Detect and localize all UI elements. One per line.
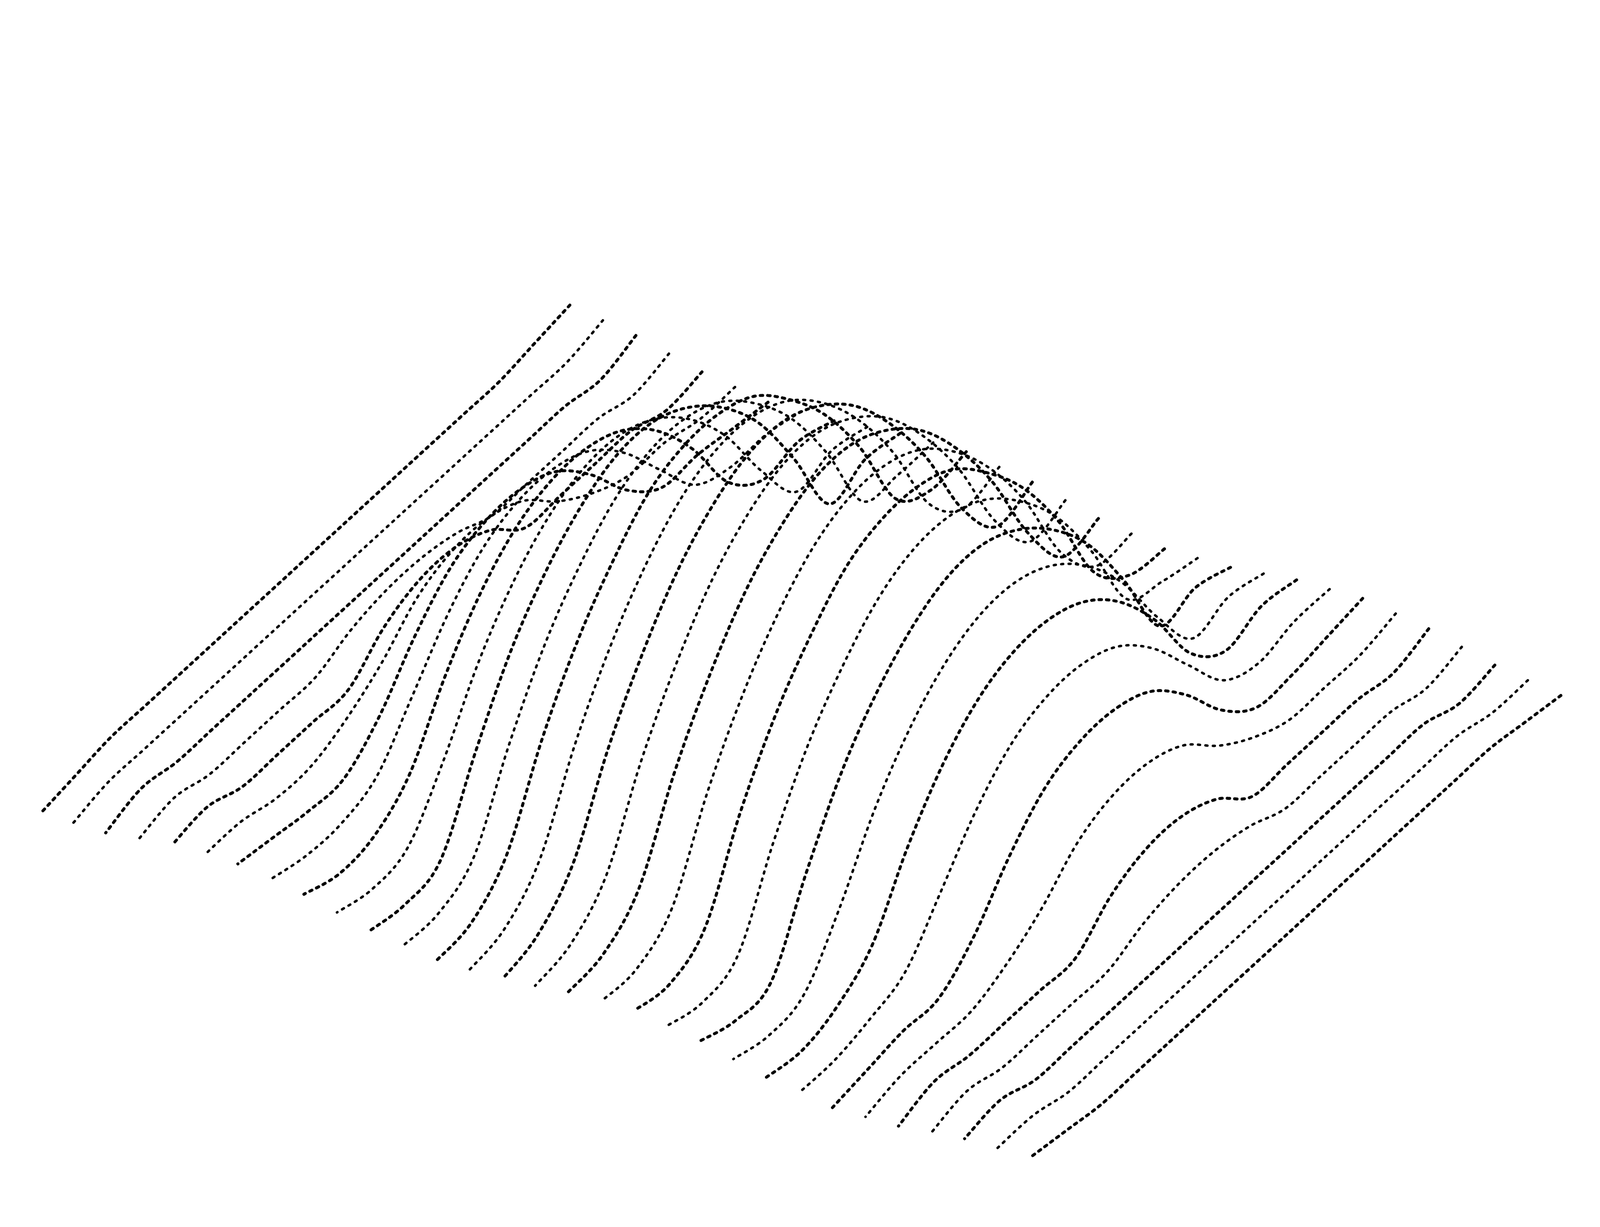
surface-strand-fine [667,498,1198,1026]
surface-strand [568,428,1099,993]
surface-strand-fine [733,563,1264,1060]
surface-strand-fine [997,680,1528,1149]
surface-strand [1030,695,1561,1158]
surface-strand [436,395,967,962]
surface-strand-fine [799,589,1330,1093]
surface-strand-fine [931,647,1462,1133]
surface-strand [898,628,1429,1127]
surface-strand [634,468,1165,1011]
surface-strand [700,528,1231,1042]
surface-strand-fine [138,353,669,840]
surface-chart [0,0,1600,1227]
surface-strands [39,305,1561,1158]
surface-strand-fine [469,399,1000,971]
surface-strand [105,335,636,833]
surface-strand [501,404,1033,981]
surface-strand [303,420,834,895]
surface-strand-fine [535,416,1066,987]
surface-strand [171,372,703,846]
surface-strand-fine [271,411,802,880]
surface-strand-fine [601,448,1132,1002]
surface-strand [766,580,1297,1078]
surface-strand-fine [72,320,604,825]
surface-strand-fine [402,400,934,946]
surface-strand [370,405,901,931]
surface-strand-fine [204,386,735,855]
surface-strand [39,305,570,815]
